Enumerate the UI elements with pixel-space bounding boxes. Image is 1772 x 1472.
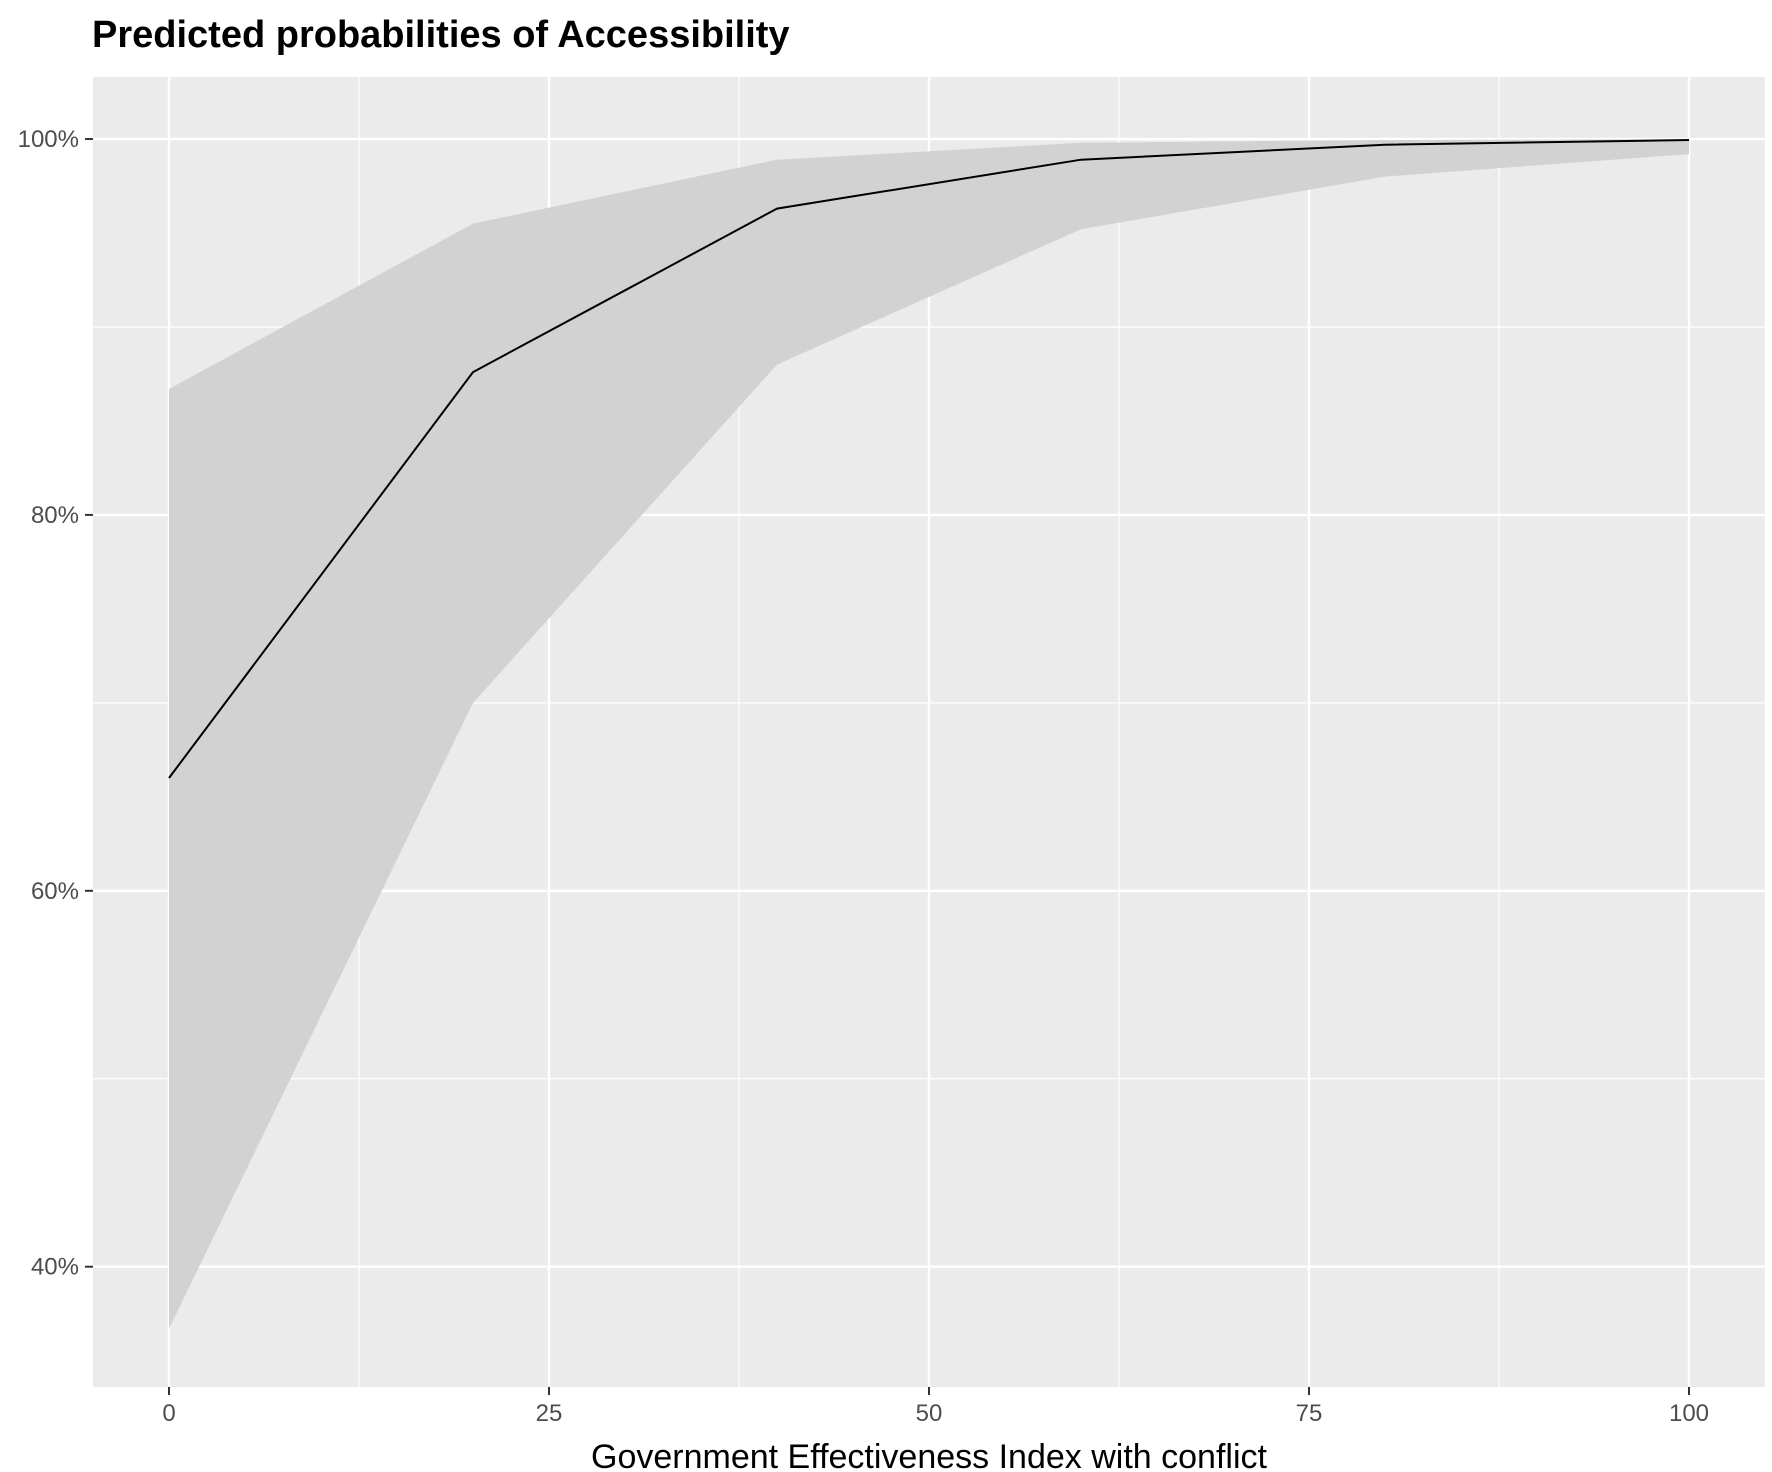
x-tick-label: 100 [1669,1400,1709,1427]
y-axis: 40% 60% 80% 100% [18,126,93,1281]
x-axis-title: Government Effectiveness Index with conf… [591,1438,1267,1472]
series-line [168,139,1690,779]
y-tick-label: 80% [31,502,79,529]
y-tick-label: 40% [31,1254,79,1281]
y-tick-label: 100% [18,126,79,153]
x-axis: 0 25 50 75 100 [162,1387,1709,1427]
confidence-ribbon [169,139,1689,1329]
x-tick-label: 75 [1296,1400,1323,1427]
chart-title: Predicted probabilities of Accessibility [92,14,790,56]
x-tick-label: 50 [916,1400,943,1427]
x-tick-label: 25 [536,1400,563,1427]
y-tick-label: 60% [31,878,79,905]
x-tick-label: 0 [162,1400,175,1427]
